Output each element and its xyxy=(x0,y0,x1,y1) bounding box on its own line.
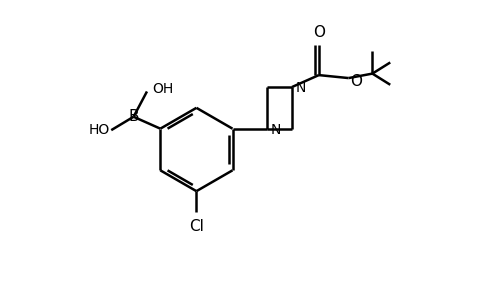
Text: HO: HO xyxy=(88,123,110,137)
Text: O: O xyxy=(350,74,362,89)
Text: O: O xyxy=(313,25,325,40)
Text: N: N xyxy=(270,123,280,137)
Text: OH: OH xyxy=(152,82,174,96)
Text: B: B xyxy=(128,109,139,124)
Text: N: N xyxy=(296,82,306,95)
Text: Cl: Cl xyxy=(189,219,204,234)
